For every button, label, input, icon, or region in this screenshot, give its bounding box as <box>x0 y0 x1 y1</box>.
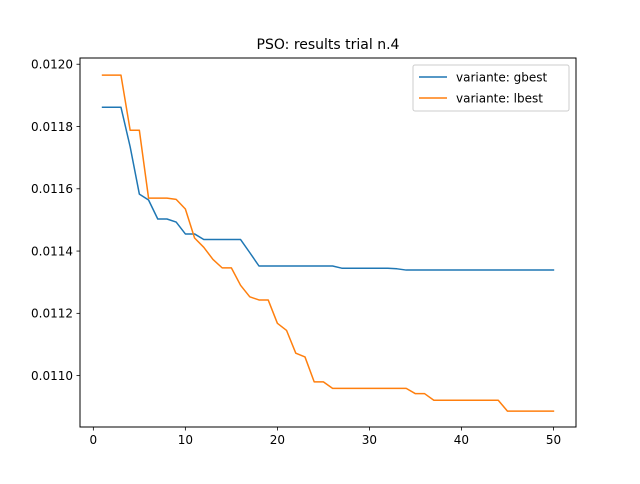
x-tick-label: 10 <box>178 433 193 447</box>
y-tick-label: 0.0112 <box>31 307 73 321</box>
chart-title: PSO: results trial n.4 <box>257 37 400 53</box>
series-line-gbest <box>101 106 555 271</box>
legend: variante: gbest variante: lbest <box>412 64 570 112</box>
x-axis-ticks: 0 10 20 30 40 50 <box>90 427 561 447</box>
plot-frame <box>79 57 577 428</box>
series-line-lbest <box>101 74 555 412</box>
series-layer <box>101 74 555 412</box>
x-tick-label: 40 <box>454 433 469 447</box>
legend-label: variante: gbest <box>456 70 547 84</box>
y-tick-label: 0.0114 <box>31 244 73 258</box>
x-tick-label: 50 <box>546 433 561 447</box>
legend-box <box>412 64 570 112</box>
y-tick-label: 0.0118 <box>31 120 73 134</box>
x-tick-label: 20 <box>270 433 285 447</box>
y-tick-label: 0.0116 <box>31 182 73 196</box>
y-axis-ticks: 0.0110 0.0112 0.0114 0.0116 0.0118 0.0120 <box>31 58 80 383</box>
legend-label: variante: lbest <box>456 91 543 105</box>
y-tick-label: 0.0120 <box>31 58 73 72</box>
x-tick-label: 30 <box>362 433 377 447</box>
y-tick-label: 0.0110 <box>31 369 73 383</box>
x-tick-label: 0 <box>90 433 98 447</box>
